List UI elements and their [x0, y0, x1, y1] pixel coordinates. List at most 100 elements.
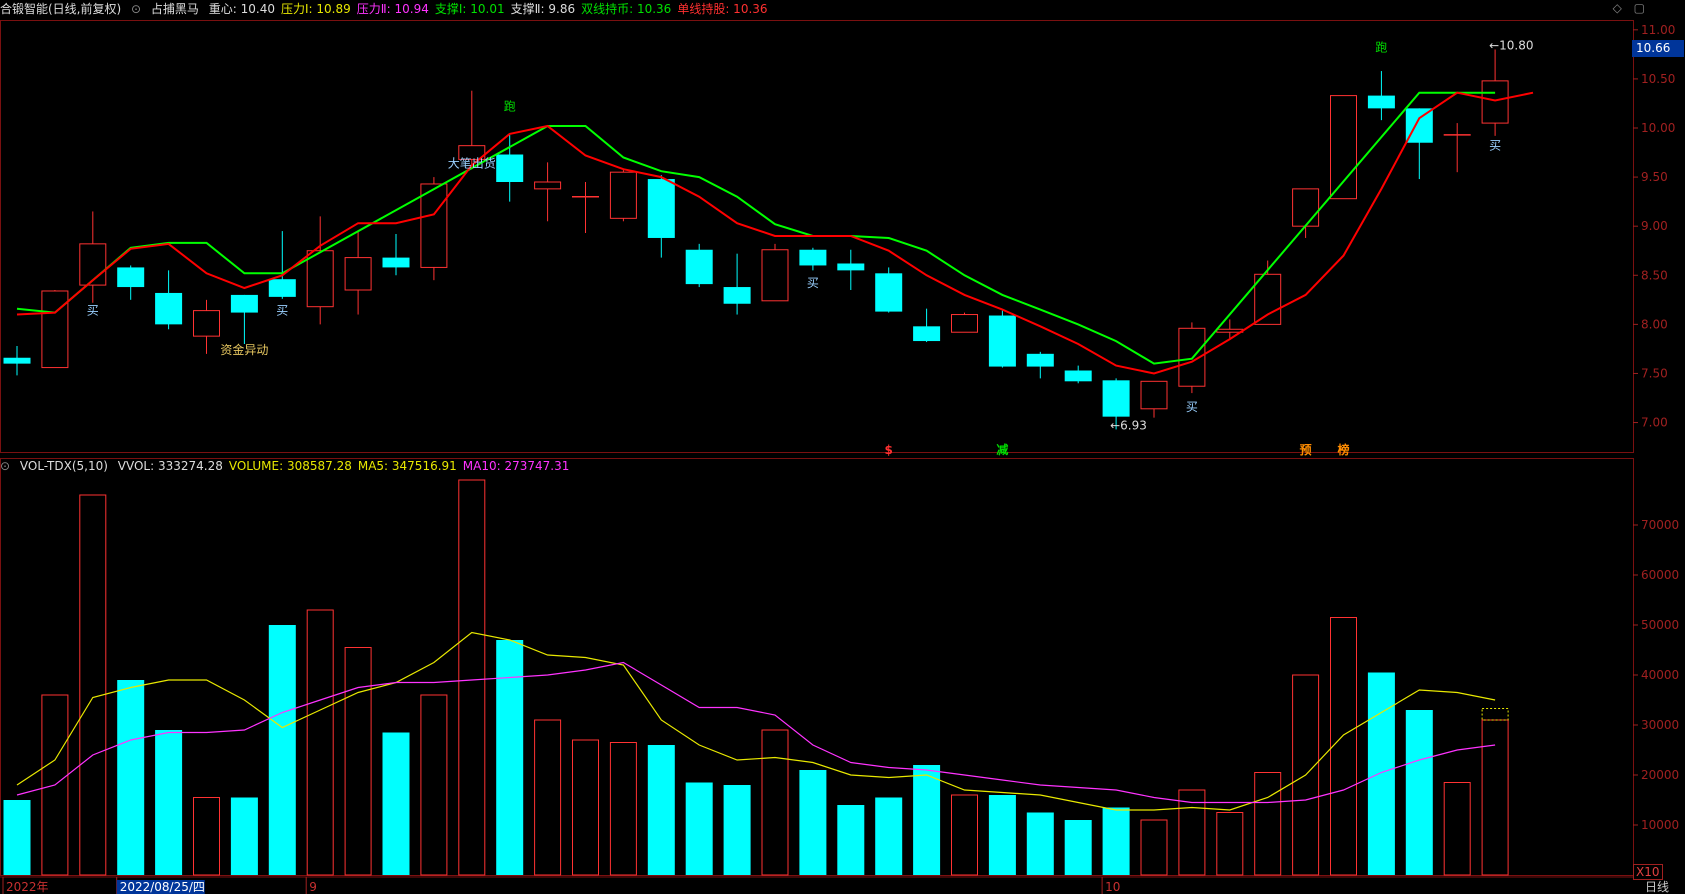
signal-marker: 预 [1300, 443, 1312, 457]
candle-body [155, 292, 183, 325]
volume-bar [837, 805, 865, 875]
candle-body [799, 249, 827, 266]
candle-body [1216, 328, 1244, 333]
chart-annotation: 买 [1489, 139, 1501, 153]
header-item-0: 重心: 10.40 [208, 2, 275, 16]
signal-marker: $ [885, 443, 893, 457]
volume-bar [1330, 617, 1357, 876]
indicator-name[interactable]: 占捕黑马 [150, 2, 199, 16]
chart-annotation: ←10.80 [1489, 38, 1533, 52]
candle-body [685, 249, 713, 285]
chart-annotation: 买 [1186, 400, 1198, 414]
volume-bar [3, 800, 31, 875]
indicator-values: 重心: 10.40 压力Ⅰ: 10.89 压力Ⅱ: 10.94 支撑Ⅰ: 10.01 支… [209, 2, 774, 16]
chart-annotation: 资金异动 [220, 342, 268, 357]
volume-bar [420, 694, 448, 876]
candle-body [951, 314, 978, 333]
chart-annotation: ←6.93 [1110, 418, 1147, 432]
chart-annotation: 跑 [504, 99, 516, 113]
x-tick-label: 9 [309, 880, 317, 894]
signal-marker: 榜 [1337, 442, 1349, 457]
price-tick-label: 7.00 [1641, 416, 1668, 430]
volume-item-2: MA5: 347516.91 [357, 459, 457, 473]
header-item-6: 单线持股: 10.36 [677, 2, 768, 16]
candle-body [761, 249, 789, 302]
volume-tick-label: 60000 [1641, 568, 1679, 582]
volume-bar [534, 719, 562, 876]
candle-body [1292, 188, 1320, 227]
volume-bar [382, 732, 410, 875]
candle-body [1367, 95, 1395, 109]
candle-body [382, 257, 410, 268]
volume-bar [344, 647, 372, 876]
volume-bar [1140, 819, 1168, 876]
volume-bar [951, 794, 978, 876]
candle-body [609, 171, 637, 219]
volume-bar [1178, 789, 1206, 876]
volume-values: VVOL: 333274.28 VOLUME: 308587.28 MA5: 347… [118, 459, 576, 473]
current-price-tag: 10.66 [1632, 40, 1684, 57]
stock-title[interactable]: 合锻智能(日线,前复权) [0, 2, 122, 16]
candle-body [988, 315, 1016, 367]
price-tick-label: 7.50 [1641, 366, 1668, 380]
volume-header: ⊙ VOL-TDX(5,10) VVOL: 333274.28 VOLUME: 3… [0, 457, 581, 475]
header-item-1: 压力Ⅰ: 10.89 [280, 2, 351, 16]
diamond-icon[interactable]: ◇ [1612, 1, 1622, 15]
volume-bar [1367, 672, 1395, 875]
price-tick-label: 10.50 [1641, 72, 1675, 86]
header-item-2: 压力Ⅱ: 10.94 [356, 2, 429, 16]
volume-tick-label: 50000 [1641, 618, 1679, 632]
volume-ma10-line [16, 661, 1496, 804]
volume-bar [685, 782, 713, 875]
window-controls: ◇ ▢ [1613, 1, 1645, 15]
header-item-5: 双线持币: 10.36 [581, 2, 672, 16]
volume-title[interactable]: VOL-TDX(5,10) [19, 459, 108, 473]
volume-bar [1064, 820, 1092, 875]
candle-body [913, 326, 941, 342]
candle-body [1102, 380, 1130, 417]
volume-bar [1102, 807, 1130, 875]
volume-bar [572, 739, 599, 876]
volume-tick-label: 70000 [1641, 518, 1679, 532]
candle-body [1026, 353, 1054, 367]
candle-body [1481, 80, 1509, 124]
price-tick-label: 9.50 [1641, 170, 1668, 184]
volume-bar [1254, 772, 1282, 876]
red-trend-line [16, 91, 1534, 375]
volume-item-3: MA10: 273747.31 [462, 459, 570, 473]
settings-icon[interactable]: ⊙ [0, 459, 11, 473]
candle-body [268, 279, 296, 297]
candle-body [1064, 370, 1092, 382]
header-item-4: 支撑Ⅱ: 9.86 [510, 2, 576, 16]
price-tick-label: 8.50 [1641, 268, 1668, 282]
candle-body [496, 154, 524, 182]
candle-body [306, 250, 334, 308]
volume-bar [155, 730, 183, 875]
candle-body [647, 179, 675, 238]
volume-panel-frame [0, 458, 1634, 876]
chart-annotation: 买 [807, 276, 819, 290]
chart-annotation: 大笔出货 [448, 155, 496, 170]
volume-bar [117, 680, 145, 875]
restore-icon[interactable]: ▢ [1633, 1, 1645, 15]
price-tick-label: 11.00 [1641, 23, 1675, 37]
price-tick-label: 10.00 [1641, 121, 1675, 135]
volume-bar [1481, 719, 1509, 876]
settings-icon[interactable]: ⊙ [131, 2, 142, 16]
candle-body [344, 257, 372, 291]
price-panel-frame [0, 20, 1634, 453]
volume-bar [1026, 812, 1054, 875]
volume-ma5-line [16, 631, 1496, 811]
candle-body [193, 310, 220, 337]
candle-body [875, 273, 903, 312]
header-item-3: 支撑Ⅰ: 10.01 [434, 2, 505, 16]
volume-bar [1443, 782, 1471, 876]
price-tick-label: 9.00 [1641, 219, 1668, 233]
volume-bar [268, 625, 296, 875]
scale-tag[interactable]: X10 [1633, 864, 1663, 880]
volume-bar [230, 797, 258, 875]
period-tag[interactable]: 日线 [1645, 880, 1670, 894]
green-trend-line [16, 91, 1496, 365]
volume-bar [723, 785, 751, 875]
